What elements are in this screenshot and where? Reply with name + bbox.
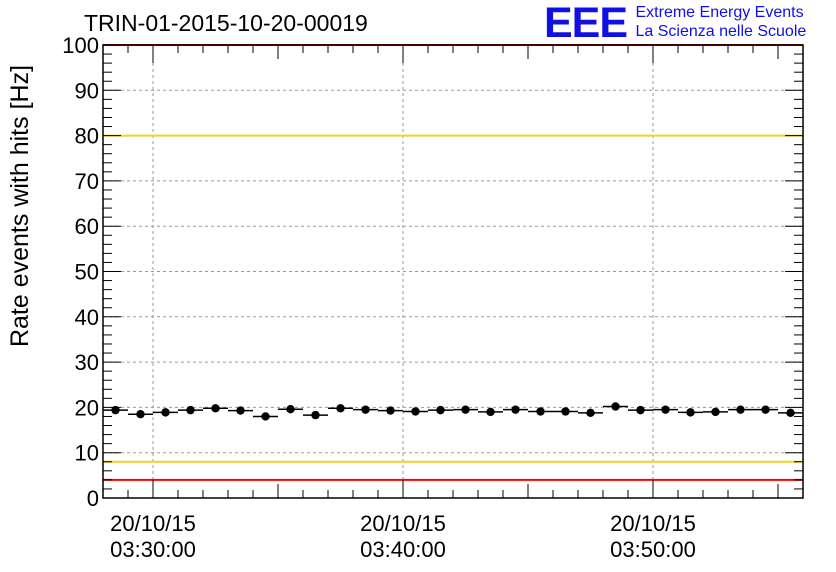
data-point [561,407,570,416]
data-point [611,402,620,411]
data-point [636,405,645,415]
data-point [686,408,695,417]
x-tick-label-time: 03:50:00 [610,537,696,562]
y-tick-label: 90 [75,78,99,103]
data-point [111,405,120,415]
data-point [536,407,545,416]
data-point [311,410,320,420]
data-point [586,408,595,418]
data-point [336,404,345,413]
data-point [361,405,370,414]
data-point [411,407,420,416]
y-tick-label: 0 [87,486,99,511]
data-point [161,408,170,417]
data-point [511,405,520,414]
data-point [786,408,795,418]
eee-logo: EEE Extreme Energy Events La Scienza nel… [544,0,807,47]
logo-line-2: La Scienza nelle Scuole [635,23,807,40]
y-axis: 0 10 20 30 40 50 60 70 80 90 100 [62,33,803,511]
y-tick-label: 40 [75,305,99,330]
x-tick-label-date: 20/10/15 [360,511,446,536]
y-tick-label: 20 [75,395,99,420]
data-point [661,405,670,414]
data-points [103,402,803,421]
x-tick-label-time: 03:30:00 [110,537,196,562]
y-axis-label: Rate events with hits [Hz] [6,65,34,347]
data-point [186,405,195,415]
y-tick-label: 30 [75,350,99,375]
data-point [211,404,220,413]
data-point [736,405,745,414]
data-point [386,406,395,415]
x-tick-label-date: 20/10/15 [610,511,696,536]
data-point [486,407,495,417]
data-point [436,405,445,415]
y-tick-label: 100 [62,33,99,58]
y-tick-label: 80 [75,124,99,149]
y-tick-label: 50 [75,260,99,285]
grid-lines [103,45,803,498]
data-point [286,405,295,414]
data-point [236,406,245,415]
y-tick-label: 60 [75,214,99,239]
x-tick-label-time: 03:40:00 [360,537,446,562]
x-tick-label-date: 20/10/15 [110,511,196,536]
eee-logo-mark: EEE [544,0,628,47]
y-tick-label: 10 [75,441,99,466]
reference-lines [103,44,803,481]
data-point [261,412,270,421]
x-axis: 20/10/1503:30:0020/10/1503:40:0020/10/15… [102,45,804,562]
data-point [136,409,145,419]
eee-logo-text: Extreme Energy Events La Scienza nelle S… [636,3,807,41]
data-point [461,405,470,414]
chart-title: TRIN-01-2015-10-20-00019 [84,10,368,36]
logo-line-1: Extreme Energy Events [635,4,804,21]
data-point [711,407,720,417]
y-tick-label: 70 [75,169,99,194]
data-point [761,405,770,414]
